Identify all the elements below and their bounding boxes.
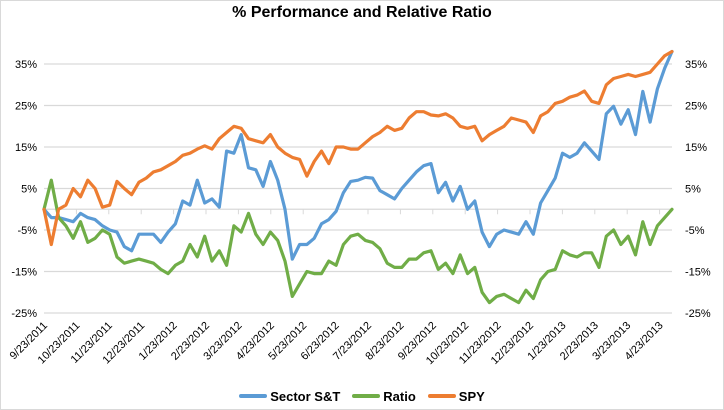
y-tick-label-right: -25% (685, 308, 711, 320)
y-tick-label-right: 25% (685, 101, 707, 113)
legend-item-spy: SPY (427, 386, 485, 406)
y-axis-right: 35% 25% 15% 5% -5% -15% -25% (685, 59, 711, 320)
y-tick-label-right: 15% (685, 142, 707, 154)
y-tick-label-left: -25% (11, 308, 37, 320)
y-tick-label-left: -5% (17, 225, 37, 237)
y-tick-label-left: 15% (15, 142, 37, 154)
y-tick-label-right: -5% (685, 225, 705, 237)
y-tick-label-right: 5% (685, 184, 701, 196)
legend-swatch-sector (239, 394, 268, 398)
legend-swatch-ratio (352, 394, 381, 398)
chart-title: % Performance and Relative Ratio (232, 4, 492, 21)
legend-item-sector: Sector S&T (239, 386, 340, 406)
series-line-sector-s-t (42, 49, 674, 261)
y-tick-label-left: -15% (11, 267, 37, 279)
series-lines (42, 49, 674, 305)
legend-label-sector: Sector S&T (270, 388, 341, 404)
y-axis-left: 35% 25% 15% 5% -5% -15% -25% (11, 59, 37, 320)
y-tick-label-right: -15% (685, 267, 711, 279)
y-tick-label-left: 25% (15, 101, 37, 113)
series-line-ratio (42, 178, 674, 305)
y-tick-label-left: 5% (21, 184, 37, 196)
legend-swatch-spy (427, 394, 456, 398)
legend-label-ratio: Ratio (383, 388, 416, 404)
legend-label-spy: SPY (458, 388, 485, 404)
gridlines (44, 63, 672, 314)
y-tick-label-right: 35% (685, 59, 707, 71)
series-line-spy (42, 49, 674, 247)
legend: Sector S&T Ratio SPY (0, 386, 724, 406)
y-tick-label-left: 35% (15, 59, 37, 71)
legend-item-ratio: Ratio (352, 386, 416, 406)
